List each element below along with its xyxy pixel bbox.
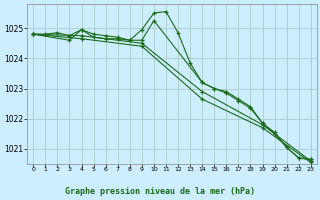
Text: Graphe pression niveau de la mer (hPa): Graphe pression niveau de la mer (hPa) — [65, 187, 255, 196]
